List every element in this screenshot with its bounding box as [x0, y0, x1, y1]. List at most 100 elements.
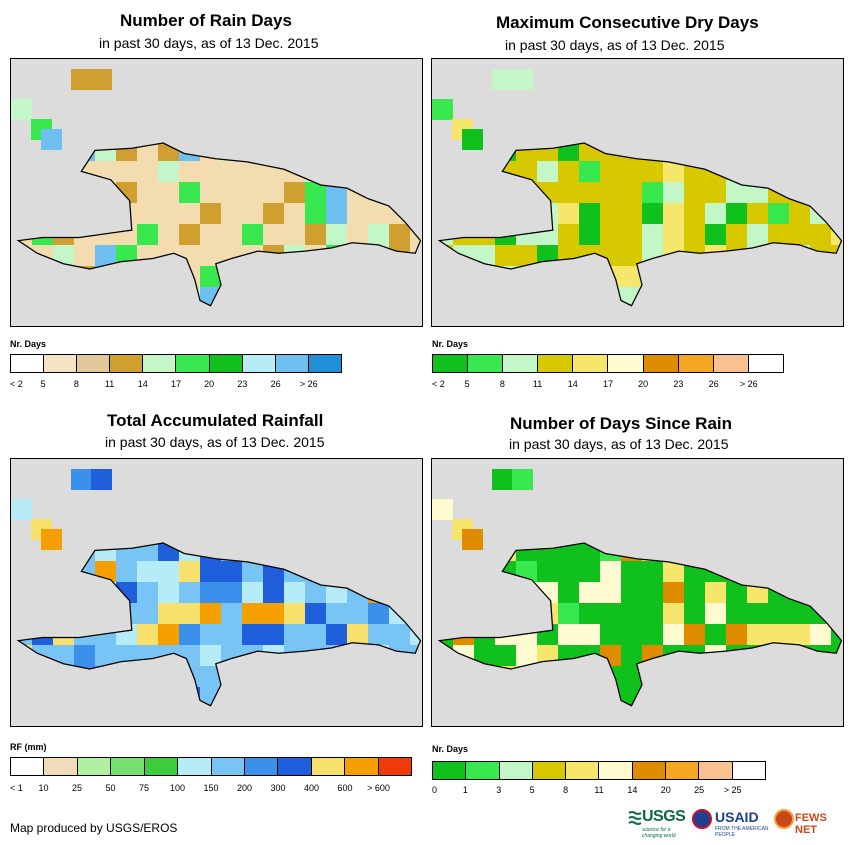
raster-cell [221, 708, 242, 727]
raster-cell [305, 687, 326, 706]
raster-cell [684, 582, 705, 603]
raster-cell [389, 182, 410, 203]
legend-label: 26 [708, 379, 719, 389]
raster-cell [368, 161, 389, 182]
raster-cell [284, 308, 305, 327]
raster-cell [474, 161, 495, 182]
raster-cell [368, 224, 389, 245]
legend-label: 17 [602, 379, 614, 389]
raster-cell [305, 287, 326, 306]
legend-label: 200 [236, 783, 253, 793]
raster-cell [579, 519, 600, 540]
legend-label: 20 [660, 785, 671, 795]
raster-cell [137, 519, 158, 540]
raster-cell [621, 224, 642, 245]
raster-cell [642, 543, 663, 561]
raster-cell [326, 203, 347, 224]
legend-swatch [503, 355, 539, 372]
raster-cell [368, 543, 389, 561]
legend-label: 14 [567, 379, 578, 389]
raster-cell [389, 519, 410, 540]
raster-cell [495, 687, 516, 706]
raster-cell [663, 224, 684, 245]
legend-swatch [608, 355, 644, 372]
raster-cell [389, 645, 410, 666]
raster-cell [11, 499, 32, 520]
raster-cell [642, 287, 663, 306]
raster-cell [137, 543, 158, 561]
raster-cell [389, 287, 410, 306]
raster-cell [32, 687, 53, 706]
raster-cell [621, 182, 642, 203]
raster-cell [53, 203, 74, 224]
legend-swatch [678, 355, 714, 372]
raster-cell [621, 203, 642, 224]
raster-cell [74, 119, 95, 140]
panel-title: Maximum Consecutive Dry Days [496, 13, 759, 32]
legend-label: 10 [38, 783, 49, 793]
raster-cell [410, 203, 421, 224]
raster-cell [642, 561, 663, 582]
raster-cell [263, 245, 284, 266]
raster-cell [600, 119, 621, 140]
legend-title: RF (mm) [10, 742, 47, 752]
raster-cell [642, 603, 663, 624]
raster-cell [663, 624, 684, 645]
raster-cell [242, 666, 263, 687]
raster-cell [263, 519, 284, 540]
raster-cell [831, 624, 842, 645]
raster-cell [537, 666, 558, 687]
raster-cell [684, 708, 705, 727]
raster-cell [158, 603, 179, 624]
raster-cell [95, 666, 116, 687]
raster-cell [705, 224, 726, 245]
raster-cell [453, 161, 474, 182]
raster-cell [684, 666, 705, 687]
raster-cell [516, 645, 537, 666]
panel-subtitle: in past 30 days, as of 13 Dec. 2015 [505, 37, 725, 53]
raster-cell [684, 603, 705, 624]
raster-cell [462, 529, 483, 550]
raster-cell [492, 69, 513, 90]
raster-cell [810, 666, 831, 687]
raster-cell [41, 129, 62, 150]
raster-cell [32, 161, 53, 182]
raster-cell [389, 603, 410, 624]
raster-cell [326, 543, 347, 561]
raster-cell [221, 287, 242, 306]
fews-globe-icon [774, 809, 794, 829]
raster-cell [284, 603, 305, 624]
raster-cell [32, 624, 53, 645]
raster-cell [53, 266, 74, 287]
raster-cell [516, 603, 537, 624]
raster-cell [242, 287, 263, 306]
raster-cell [200, 224, 221, 245]
raster-cell [200, 645, 221, 666]
raster-cell [284, 203, 305, 224]
raster-cell [439, 687, 453, 706]
raster-cell [516, 119, 537, 140]
raster-cell [474, 203, 495, 224]
raster-cell [516, 708, 537, 727]
raster-cell [18, 287, 32, 306]
raster-cell [726, 203, 747, 224]
raster-cell [789, 645, 810, 666]
raster-cell [326, 519, 347, 540]
legend-color-bar [10, 757, 412, 776]
raster-cell [579, 624, 600, 645]
raster-cell [747, 287, 768, 306]
raster-cell [579, 308, 600, 327]
raster-cell [600, 603, 621, 624]
raster-cell [137, 119, 158, 140]
raster-cell [137, 224, 158, 245]
map-rain-days [10, 58, 423, 327]
raster-cell [74, 161, 95, 182]
raster-cell [74, 624, 95, 645]
raster-cell [789, 603, 810, 624]
raster-cell [663, 519, 684, 540]
raster-cell [389, 245, 410, 266]
raster-cell [831, 582, 842, 603]
raster-cell [242, 182, 263, 203]
raster-cell [663, 266, 684, 287]
raster-cell [74, 603, 95, 624]
